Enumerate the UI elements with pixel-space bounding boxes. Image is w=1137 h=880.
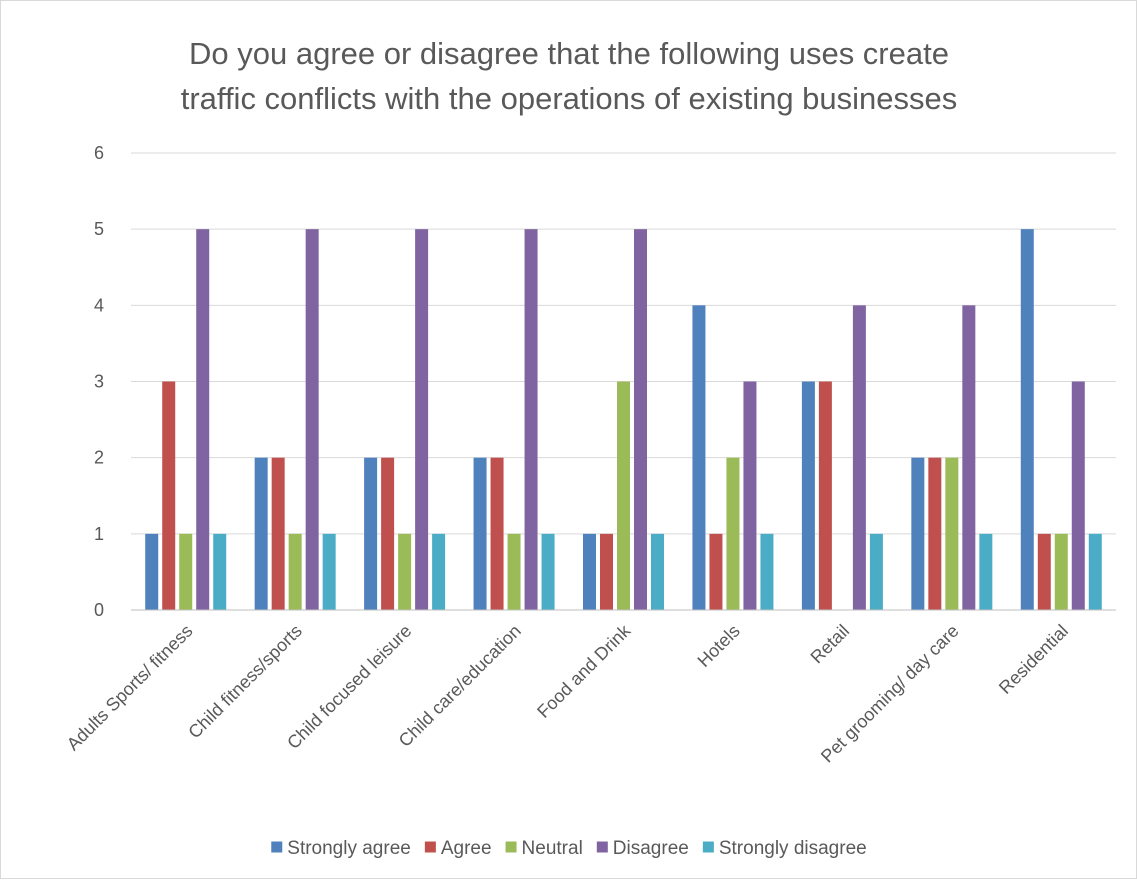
bar <box>305 229 319 610</box>
legend-label: Neutral <box>522 838 583 859</box>
bar <box>760 533 774 610</box>
y-tick-label: 3 <box>94 372 104 392</box>
x-category-label: Food and Drink <box>533 620 635 722</box>
bar <box>1071 381 1085 610</box>
bar <box>162 381 176 610</box>
bar <box>1088 533 1102 610</box>
bar <box>271 457 285 610</box>
legend-swatch <box>596 841 608 853</box>
chart-title: Do you agree or disagree that the follow… <box>181 36 958 116</box>
bar <box>869 533 883 610</box>
bar <box>432 533 446 610</box>
chart-title-line-2: traffic conflicts with the operations of… <box>181 81 958 116</box>
bar <box>524 229 538 610</box>
bar <box>507 533 521 610</box>
legend-label: Disagree <box>613 838 689 859</box>
bar <box>541 533 555 610</box>
legend-swatch <box>702 841 714 853</box>
bar <box>1037 533 1051 610</box>
bar <box>288 533 302 610</box>
y-tick-label: 2 <box>94 448 104 468</box>
bar <box>213 533 227 610</box>
legend-item: Agree <box>424 838 492 859</box>
x-category-label: Retail <box>807 621 854 668</box>
bar <box>473 457 487 610</box>
x-category-label: Child focused leisure <box>283 621 415 753</box>
legend-swatch <box>271 841 283 853</box>
legend-item: Strongly disagree <box>702 838 867 859</box>
bar <box>962 305 976 610</box>
bar <box>979 533 993 610</box>
bar <box>196 229 210 610</box>
bar <box>651 533 664 610</box>
y-tick-label: 4 <box>94 295 104 315</box>
y-axis-ticks: 0 1 2 3 4 5 6 <box>94 143 104 620</box>
legend: Strongly agree Agree Neutral Disagree Strong… <box>271 838 867 859</box>
y-tick-label: 0 <box>94 600 104 620</box>
bar <box>415 229 429 610</box>
legend-swatch <box>505 841 517 853</box>
bar <box>709 533 723 610</box>
x-category-label: Adults Sports/ fitness <box>63 621 197 755</box>
bar <box>911 457 925 610</box>
bar <box>743 381 757 610</box>
bar <box>852 305 866 610</box>
x-category-label: Child care/education <box>395 621 525 751</box>
legend-item: Strongly agree <box>271 838 411 859</box>
x-category-label: Residential <box>995 621 1072 698</box>
bar <box>322 533 336 610</box>
bar <box>634 229 647 610</box>
y-tick-label: 6 <box>94 143 104 163</box>
bar <box>490 457 504 610</box>
bar <box>1020 229 1034 610</box>
bar <box>364 457 378 610</box>
bar <box>381 457 395 610</box>
legend-label: Agree <box>441 838 492 859</box>
legend-item: Neutral <box>505 838 583 859</box>
x-category-label: Child fitness/sports <box>184 621 306 743</box>
bar <box>179 533 193 610</box>
bar <box>600 533 613 610</box>
bar <box>692 305 706 610</box>
bar <box>928 457 942 610</box>
y-tick-label: 5 <box>94 219 104 239</box>
chart-title-line-1: Do you agree or disagree that the follow… <box>189 36 949 71</box>
bar <box>945 457 959 610</box>
legend-label: Strongly disagree <box>719 838 867 859</box>
legend-swatch <box>424 841 436 853</box>
bar <box>726 457 740 610</box>
bars <box>145 229 1102 610</box>
legend-item: Disagree <box>596 838 689 859</box>
bar <box>801 381 815 610</box>
bar <box>254 457 268 610</box>
bar <box>398 533 412 610</box>
bar <box>818 381 832 610</box>
bar <box>583 533 596 610</box>
bar <box>617 381 630 610</box>
y-tick-label: 1 <box>94 524 104 544</box>
legend-label: Strongly agree <box>287 838 411 859</box>
bar <box>1054 533 1068 610</box>
bar <box>145 533 159 610</box>
x-category-label: Hotels <box>694 621 744 671</box>
